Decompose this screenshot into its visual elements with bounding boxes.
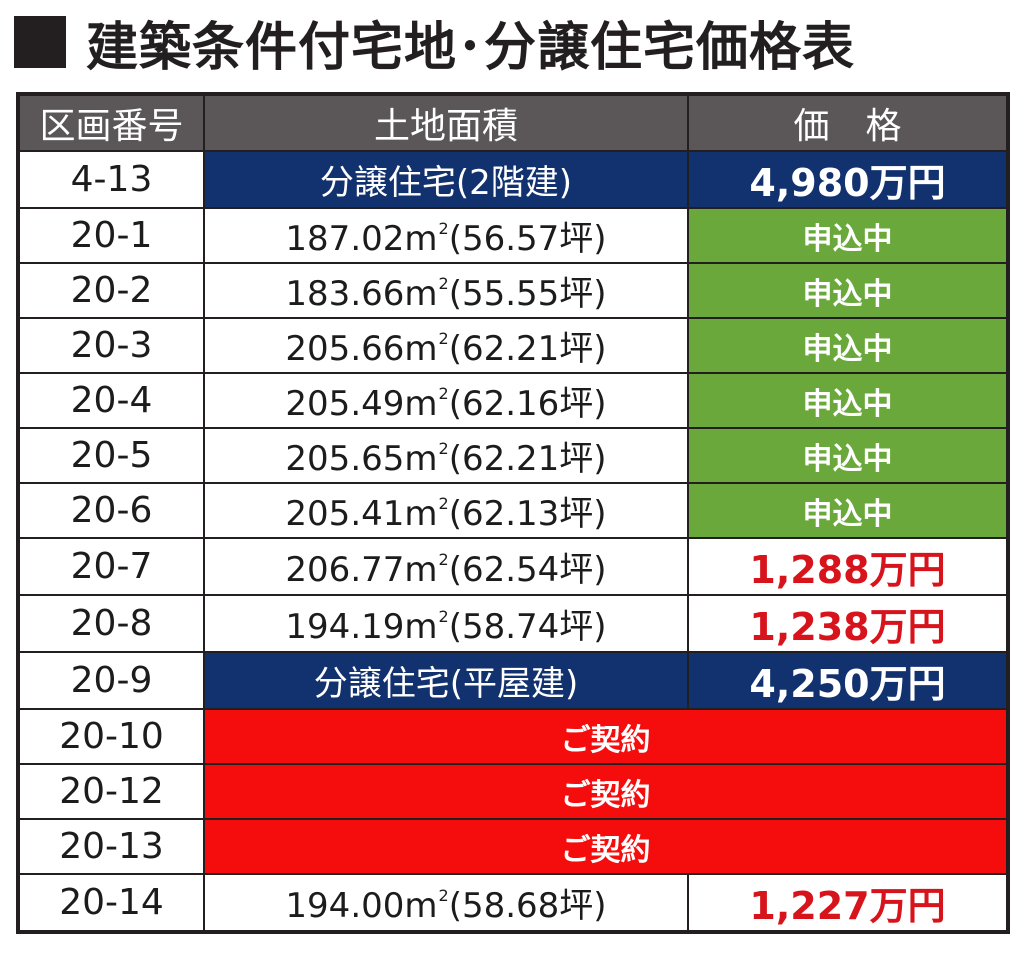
area-tsubo: (55.55坪) — [448, 274, 607, 314]
table-row: 20-8 194.19m2(58.74坪) 1,238万円 — [17, 594, 1009, 653]
area-tsubo: (62.13坪) — [448, 494, 607, 534]
contracted-status-cell: ご契約 — [203, 763, 1009, 820]
area-unit-superscript: 2 — [438, 329, 449, 348]
area-unit-superscript: 2 — [438, 494, 449, 513]
area-sqm: 205.65m — [285, 439, 438, 479]
applying-status-cell: 申込中 — [687, 317, 1009, 374]
land-area-cell: 194.00m2(58.68坪) — [203, 873, 689, 933]
title-square-marker — [14, 16, 66, 68]
area-tsubo: (58.74坪) — [448, 607, 607, 647]
land-area-cell: 205.41m2(62.13坪) — [203, 482, 689, 539]
lot-number: 20-4 — [17, 372, 205, 429]
area-tsubo: (56.57坪) — [448, 219, 607, 259]
land-area-cell: 205.66m2(62.21坪) — [203, 317, 689, 374]
area-sqm: 183.66m — [285, 274, 438, 314]
area-unit-superscript: 2 — [438, 550, 449, 569]
house-type-cell: 分譲住宅(2階建) — [203, 150, 689, 209]
table-row: 20-10 ご契約 — [17, 708, 1009, 765]
header-lot-number: 区画番号 — [17, 93, 205, 152]
contracted-status-cell: ご契約 — [203, 708, 1009, 765]
lot-number: 20-7 — [17, 537, 205, 596]
lot-number: 20-8 — [17, 594, 205, 653]
lot-price-cell: 1,288万円 — [687, 537, 1009, 596]
area-tsubo: (62.54坪) — [448, 550, 607, 590]
table-row: 20-12 ご契約 — [17, 763, 1009, 820]
land-area-cell: 205.65m2(62.21坪) — [203, 427, 689, 484]
area-tsubo: (58.68坪) — [448, 886, 607, 926]
land-area-cell: 206.77m2(62.54坪) — [203, 537, 689, 596]
lot-number: 20-9 — [17, 651, 205, 710]
lot-number: 20-10 — [17, 708, 205, 765]
area-tsubo: (62.21坪) — [448, 329, 607, 369]
lot-number: 20-3 — [17, 317, 205, 374]
house-price-cell: 4,250万円 — [687, 651, 1009, 710]
area-sqm: 205.66m — [285, 329, 438, 369]
area-unit-superscript: 2 — [438, 219, 449, 238]
table-body: 4-13 分譲住宅(2階建) 4,980万円 20-1 187.02m2(56.57坪)… — [17, 150, 1009, 933]
area-unit-superscript: 2 — [438, 886, 449, 905]
page-title: 建築条件付宅地･分譲住宅価格表 — [86, 17, 856, 78]
area-tsubo: (62.16坪) — [448, 384, 607, 424]
table-row: 20-7 206.77m2(62.54坪) 1,288万円 — [17, 537, 1009, 596]
table-row: 20-1 187.02m2(56.57坪) 申込中 — [17, 207, 1009, 264]
area-sqm: 206.77m — [285, 550, 438, 590]
area-unit-superscript: 2 — [438, 274, 449, 293]
area-sqm: 194.19m — [285, 607, 438, 647]
table-row: 20-4 205.49m2(62.16坪) 申込中 — [17, 372, 1009, 429]
applying-status-cell: 申込中 — [687, 207, 1009, 264]
land-area-cell: 183.66m2(55.55坪) — [203, 262, 689, 319]
contracted-status-cell: ご契約 — [203, 818, 1009, 875]
table-row: 4-13 分譲住宅(2階建) 4,980万円 — [17, 150, 1009, 209]
area-sqm: 187.02m — [285, 219, 438, 259]
table-row: 20-2 183.66m2(55.55坪) 申込中 — [17, 262, 1009, 319]
applying-status-cell: 申込中 — [687, 372, 1009, 429]
house-type-cell: 分譲住宅(平屋建) — [203, 651, 689, 710]
page-title-block: 建築条件付宅地･分譲住宅価格表 — [14, 6, 855, 78]
table-row: 20-6 205.41m2(62.13坪) 申込中 — [17, 482, 1009, 539]
lot-number: 20-6 — [17, 482, 205, 539]
applying-status-cell: 申込中 — [687, 262, 1009, 319]
table-row: 20-13 ご契約 — [17, 818, 1009, 875]
lot-price-cell: 1,238万円 — [687, 594, 1009, 653]
area-sqm: 205.41m — [285, 494, 438, 534]
lot-number: 4-13 — [17, 150, 205, 209]
area-unit-superscript: 2 — [438, 384, 449, 403]
table-header-row: 区画番号 土地面積 価 格 — [17, 93, 1009, 152]
applying-status-cell: 申込中 — [687, 482, 1009, 539]
lot-number: 20-5 — [17, 427, 205, 484]
lot-number: 20-1 — [17, 207, 205, 264]
land-area-cell: 187.02m2(56.57坪) — [203, 207, 689, 264]
area-tsubo: (62.21坪) — [448, 439, 607, 479]
house-price-cell: 4,980万円 — [687, 150, 1009, 209]
area-sqm: 194.00m — [285, 886, 438, 926]
land-area-cell: 194.19m2(58.74坪) — [203, 594, 689, 653]
lot-number: 20-13 — [17, 818, 205, 875]
header-land-area: 土地面積 — [203, 93, 689, 152]
table-row: 20-3 205.66m2(62.21坪) 申込中 — [17, 317, 1009, 374]
table-row: 20-14 194.00m2(58.68坪) 1,227万円 — [17, 873, 1009, 933]
lot-number: 20-2 — [17, 262, 205, 319]
lot-number: 20-12 — [17, 763, 205, 820]
land-area-cell: 205.49m2(62.16坪) — [203, 372, 689, 429]
area-unit-superscript: 2 — [438, 607, 449, 626]
table-row: 20-5 205.65m2(62.21坪) 申込中 — [17, 427, 1009, 484]
price-table: 区画番号 土地面積 価 格 4-13 分譲住宅(2階建) 4,980万円 20-1 18… — [16, 92, 1010, 934]
area-sqm: 205.49m — [285, 384, 438, 424]
area-unit-superscript: 2 — [438, 439, 449, 458]
lot-price-cell: 1,227万円 — [687, 873, 1009, 933]
table-row: 20-9 分譲住宅(平屋建) 4,250万円 — [17, 651, 1009, 710]
applying-status-cell: 申込中 — [687, 427, 1009, 484]
header-price: 価 格 — [687, 93, 1009, 152]
lot-number: 20-14 — [17, 873, 205, 933]
